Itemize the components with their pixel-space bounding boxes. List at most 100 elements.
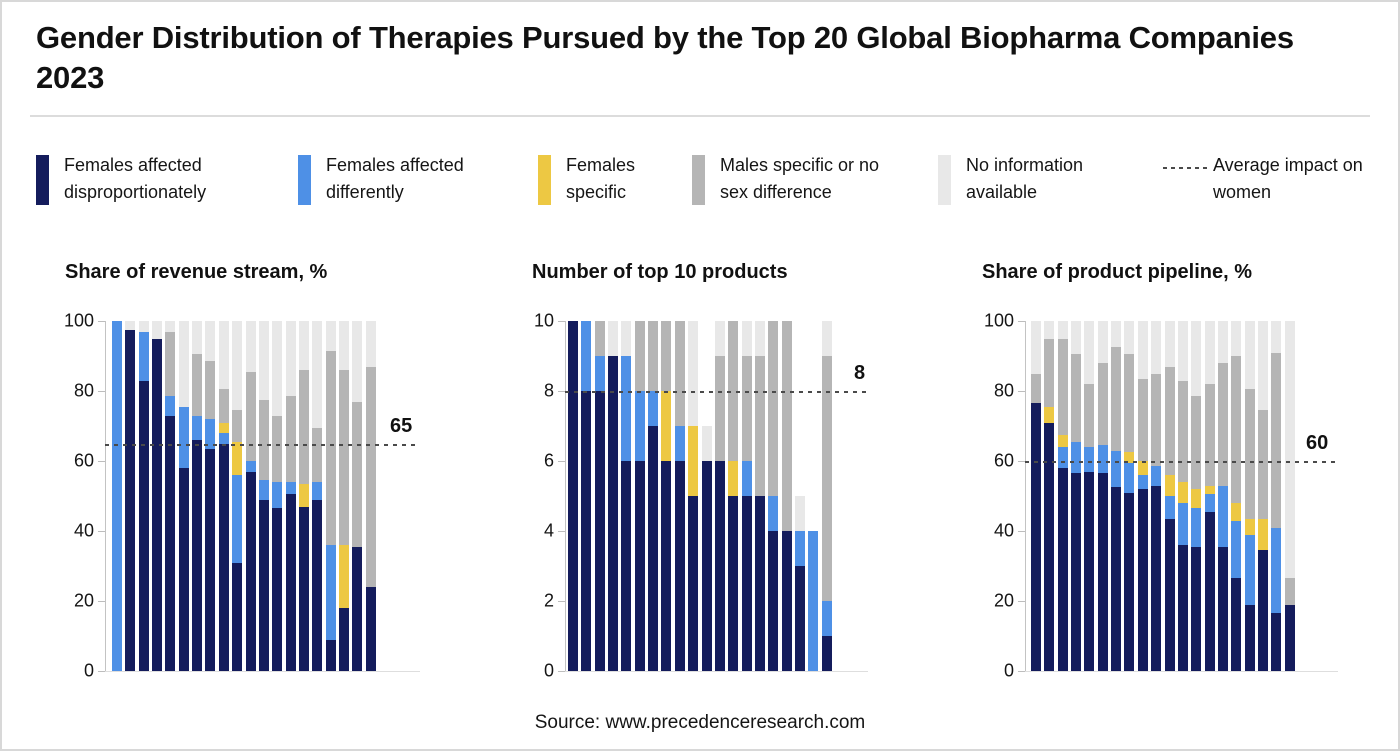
chart-title-top10-products: Number of top 10 products xyxy=(532,261,788,283)
bar-segment-gray xyxy=(1191,396,1202,489)
legend-label: Females specific xyxy=(566,155,636,202)
blue-swatch-icon xyxy=(298,155,311,205)
bar-segment-gray xyxy=(648,321,659,391)
bar-segment-navy xyxy=(701,461,712,671)
y-axis xyxy=(105,321,106,672)
legend-label: Males specific or no sex difference xyxy=(720,155,880,202)
bar-segment-gray xyxy=(1097,363,1108,446)
bar-segment-lightgray xyxy=(1097,321,1108,363)
bar-segment-gray xyxy=(338,370,349,545)
bar-segment-navy xyxy=(352,546,363,671)
y-tick xyxy=(558,391,565,392)
y-tick xyxy=(558,321,565,322)
y-tick-label: 0 xyxy=(83,660,94,681)
dashed-line-icon xyxy=(1163,167,1207,169)
bar-segment-lightgray xyxy=(1151,321,1162,374)
bar-segment-yellow xyxy=(338,545,349,608)
bar-segment-yellow xyxy=(1191,489,1202,509)
bar-segment-gray xyxy=(352,401,363,547)
y-tick-label: 10 xyxy=(533,310,554,331)
y-tick-label: 40 xyxy=(993,520,1014,541)
bar-segment-lightgray xyxy=(138,321,149,332)
page-title: Gender Distribution of Therapies Pursued… xyxy=(36,20,1294,95)
y-tick xyxy=(1018,391,1025,392)
legend-label: Average impact on women xyxy=(1213,155,1363,202)
bar-segment-gray xyxy=(741,356,752,461)
bar-segment-gray xyxy=(1164,366,1175,475)
bar-segment-gray xyxy=(325,350,336,545)
y-tick xyxy=(1018,601,1025,602)
bar-segment-navy xyxy=(1097,473,1108,671)
bar-segment-lightgray xyxy=(608,321,619,356)
bar-segment-yellow xyxy=(232,441,243,475)
bar-segment-gray xyxy=(1071,354,1082,442)
bar-segment-gray xyxy=(312,427,323,482)
y-tick xyxy=(98,461,105,462)
bar-segment-lightgray xyxy=(701,426,712,461)
bar-segment-blue xyxy=(138,331,149,381)
y-tick-label: 8 xyxy=(543,380,554,401)
bar-segment-navy xyxy=(714,461,725,671)
bar-segment-gray xyxy=(272,415,283,482)
bar-segment-lightgray xyxy=(338,321,349,370)
bar-segment-blue xyxy=(1084,447,1095,472)
bar-segment-yellow xyxy=(1044,406,1055,423)
bar-segment-gray xyxy=(821,356,832,601)
bar-segment-gray xyxy=(1111,347,1122,451)
bar-segment-lightgray xyxy=(1271,321,1282,353)
bar-segment-blue xyxy=(1111,450,1122,488)
bar-segment-lightgray xyxy=(821,321,832,356)
bar-segment-navy xyxy=(325,639,336,671)
bar-segment-navy xyxy=(1284,604,1295,671)
bar-segment-gray xyxy=(781,321,792,531)
legend-item-males-specific: Males specific or no sex difference xyxy=(692,152,897,206)
bar-segment-navy xyxy=(1151,485,1162,671)
bar-segment-navy xyxy=(594,391,605,671)
bar-segment-gray xyxy=(1124,354,1135,453)
x-axis xyxy=(1025,671,1338,672)
legend-item-females-differently: Females affected differently xyxy=(298,152,503,206)
bar-segment-lightgray xyxy=(178,321,189,407)
bar-segment-yellow xyxy=(661,391,672,461)
bar-segment-yellow xyxy=(1257,518,1268,551)
bar-segment-gray xyxy=(365,366,376,587)
bar-segment-navy xyxy=(218,443,229,671)
bar-segment-lightgray xyxy=(1137,321,1148,379)
average-reference-line xyxy=(105,443,420,446)
bar-segment-yellow xyxy=(1244,518,1255,535)
bar-segment-blue xyxy=(258,480,269,500)
bar-segment-lightgray xyxy=(285,321,296,397)
bar-segment-navy xyxy=(728,496,739,671)
bar-segment-navy xyxy=(125,329,136,671)
bar-segment-blue xyxy=(245,461,256,472)
y-tick xyxy=(1018,461,1025,462)
bar-segment-blue xyxy=(794,531,805,566)
average-reference-value: 65 xyxy=(390,414,413,437)
y-tick-label: 80 xyxy=(993,380,1014,401)
bar-segment-yellow xyxy=(688,426,699,496)
bar-segment-blue xyxy=(821,601,832,636)
bar-segment-gray xyxy=(1204,384,1215,486)
y-tick xyxy=(1018,321,1025,322)
bar-segment-lightgray xyxy=(1164,321,1175,367)
bar-segment-gray xyxy=(1044,338,1055,407)
bar-segment-lightgray xyxy=(621,321,632,356)
bar-segment-blue xyxy=(1177,503,1188,545)
bar-segment-blue xyxy=(1151,466,1162,486)
bar-segment-blue xyxy=(178,406,189,468)
bar-segment-yellow xyxy=(1057,434,1068,447)
bar-segment-blue xyxy=(768,496,779,531)
bar-segment-lightgray xyxy=(218,321,229,390)
bar-segment-blue xyxy=(1164,496,1175,519)
bar-segment-gray xyxy=(245,371,256,461)
bar-segment-blue xyxy=(1217,485,1228,547)
bar-segment-lightgray xyxy=(1284,321,1295,579)
bar-segment-yellow xyxy=(1137,461,1148,475)
bar-segment-yellow xyxy=(1177,482,1188,503)
bar-segment-navy xyxy=(754,496,765,671)
bar-segment-yellow xyxy=(1164,475,1175,496)
y-tick xyxy=(98,391,105,392)
bar-segment-navy xyxy=(661,461,672,671)
bar-segment-lightgray xyxy=(245,321,256,372)
bar-segment-lightgray xyxy=(688,321,699,426)
